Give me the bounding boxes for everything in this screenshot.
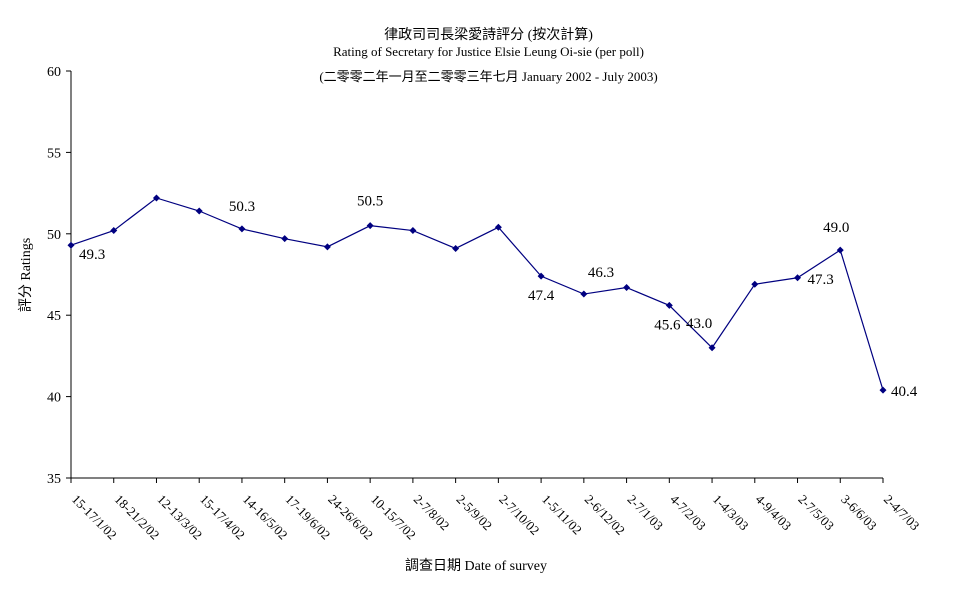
data-label: 43.0	[686, 316, 712, 332]
data-point	[67, 241, 75, 249]
y-tick-label: 55	[47, 146, 61, 161]
data-point	[836, 246, 844, 254]
x-tick-label: 2-6/12/02	[582, 492, 628, 538]
data-point	[409, 227, 417, 235]
data-point	[195, 207, 203, 215]
data-point	[794, 274, 802, 282]
data-point	[452, 244, 460, 252]
data-point	[152, 194, 160, 202]
x-tick-label: 15-17/4/02	[197, 492, 248, 543]
data-point	[281, 235, 289, 243]
data-point	[580, 290, 588, 298]
x-tick-label: 10-15/7/02	[368, 492, 419, 543]
x-tick-label: 4-7/2/03	[667, 492, 709, 534]
x-tick-label: 14-16/5/02	[240, 492, 291, 543]
chart-subtitle-period: (二零零二年一月至二零零三年七月 January 2002 - July 200…	[319, 69, 658, 84]
x-tick-label: 17-19/6/02	[283, 492, 334, 543]
data-point	[537, 272, 545, 280]
data-label: 46.3	[588, 265, 614, 281]
x-tick-label: 2-5/9/02	[454, 492, 496, 534]
y-tick-label: 45	[47, 309, 61, 324]
y-tick-label: 40	[47, 391, 61, 406]
x-tick-label: 2-4/7/03	[881, 492, 923, 534]
y-tick-label: 50	[47, 228, 61, 243]
chart-subtitle: Rating of Secretary for Justice Elsie Le…	[333, 44, 644, 59]
x-tick-label: 2-7/8/02	[411, 492, 453, 534]
data-label: 45.6	[654, 317, 681, 333]
data-label: 40.4	[891, 384, 918, 400]
data-point	[323, 243, 331, 251]
x-tick-label: 12-13/3/02	[154, 492, 205, 543]
y-axis-label: 評分 Ratings	[18, 238, 34, 312]
x-tick-label: 4-9/4/03	[753, 492, 795, 534]
data-point	[494, 223, 502, 231]
data-point	[110, 227, 118, 235]
x-tick-label: 2-7/5/03	[795, 492, 837, 534]
data-label: 50.3	[229, 199, 255, 215]
data-label: 49.0	[823, 220, 849, 236]
x-tick-label: 1-5/11/02	[539, 492, 585, 538]
y-tick-label: 60	[47, 65, 61, 80]
y-tick-label: 35	[47, 472, 61, 487]
x-tick-label: 2-7/10/02	[496, 492, 542, 538]
series-line	[70, 197, 884, 391]
x-tick-label: 1-4/3/03	[710, 492, 752, 534]
data-point	[366, 222, 374, 230]
chart-title: 律政司司長梁愛詩評分 (按次計算)	[384, 28, 593, 43]
data-point	[751, 280, 759, 288]
x-axis-label: 調查日期 Date of survey	[405, 558, 547, 574]
data-label: 47.4	[528, 288, 555, 304]
data-point	[238, 225, 246, 233]
data-point	[665, 301, 673, 309]
data-label: 49.3	[79, 247, 105, 263]
x-tick-label: 15-17/1/02	[69, 492, 120, 543]
x-tick-label: 2-7/1/03	[624, 492, 666, 534]
x-tick-label: 24-26/6/02	[325, 492, 376, 543]
x-tick-label: 3-6/6/03	[838, 492, 880, 534]
data-label: 47.3	[808, 272, 834, 288]
data-point	[708, 344, 716, 352]
data-point	[879, 386, 887, 394]
data-point	[623, 284, 631, 292]
x-tick-label: 18-21/2/02	[112, 492, 163, 543]
data-label: 50.5	[357, 194, 383, 210]
